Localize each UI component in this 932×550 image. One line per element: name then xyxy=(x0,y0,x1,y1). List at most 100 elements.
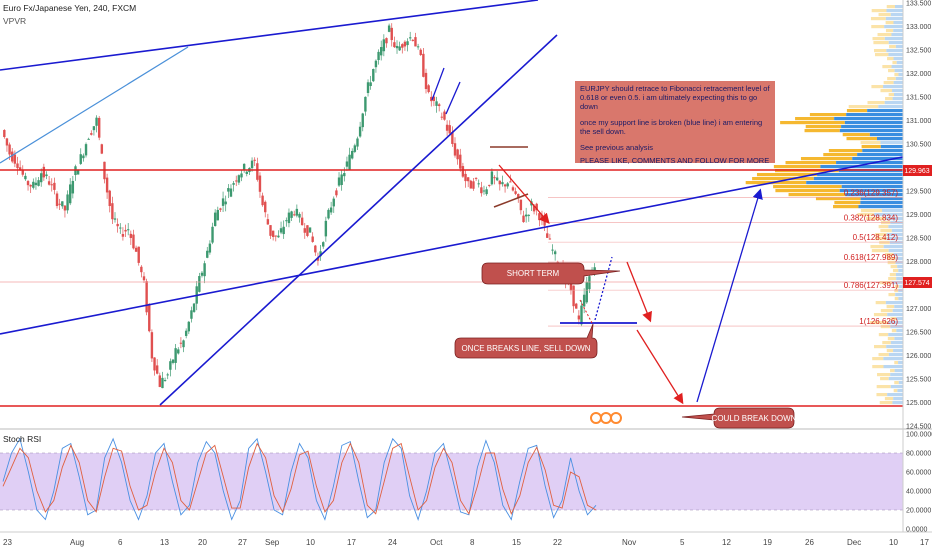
time-tick: Dec xyxy=(847,538,861,547)
volume-bar-sell xyxy=(842,133,870,137)
stoch-rsi-label: Stoch RSI xyxy=(3,434,42,444)
vpvr-label: VPVR xyxy=(3,16,27,26)
volume-bar-sell xyxy=(833,205,859,209)
rsi-tick: 0.0000 xyxy=(906,527,928,534)
volume-bar-sell xyxy=(884,397,894,401)
volume-bar-sell xyxy=(795,117,835,121)
candle-body xyxy=(435,101,438,106)
volume-bar-buy xyxy=(841,125,903,129)
volume-bar-buy xyxy=(892,309,903,313)
candle-body xyxy=(364,96,367,112)
candle-body xyxy=(532,205,536,212)
candle-body xyxy=(398,46,401,51)
volume-bar-buy xyxy=(895,257,903,261)
fib-label: 0.786(127.391) xyxy=(844,281,899,290)
volume-bar-sell xyxy=(877,33,892,37)
time-tick: 10 xyxy=(306,538,315,547)
candle-body xyxy=(340,174,343,185)
volume-bar-sell xyxy=(874,53,889,57)
candle-body xyxy=(517,194,520,199)
candle-body xyxy=(495,177,499,181)
price-tick: 133.000 xyxy=(906,24,931,31)
candle-body xyxy=(329,207,333,213)
volume-bar-buy xyxy=(887,321,903,325)
volume-bar-sell xyxy=(756,173,818,177)
candle-body xyxy=(511,187,515,191)
time-tick: 27 xyxy=(238,538,247,547)
candle-body xyxy=(105,177,109,193)
candle-body xyxy=(319,251,322,257)
candle-body xyxy=(29,184,32,187)
volume-bar-sell xyxy=(872,37,885,41)
volume-bar-buy xyxy=(890,341,903,345)
candle-body xyxy=(116,223,119,227)
candle-body xyxy=(503,184,507,187)
time-tick: 13 xyxy=(160,538,169,547)
candle-body xyxy=(97,117,101,138)
candle-body xyxy=(437,104,441,107)
could-break-bubble: COULD BREAK DOWN xyxy=(681,407,797,429)
volume-bar-buy xyxy=(841,185,903,189)
light-trend-line xyxy=(0,46,189,164)
candle-body xyxy=(585,282,588,303)
candle-body xyxy=(535,203,538,211)
candle-body xyxy=(242,163,246,171)
candle-body xyxy=(588,276,591,290)
volume-bar-buy xyxy=(839,129,903,133)
volume-bar-buy xyxy=(852,157,903,161)
candle-body xyxy=(219,208,222,210)
price-tick: 131.000 xyxy=(906,118,931,125)
candle-body xyxy=(124,229,127,232)
volume-bar-sell xyxy=(870,17,886,21)
volume-bar-sell xyxy=(872,365,884,369)
candle-body xyxy=(229,188,233,197)
badge-upper: 129.963 xyxy=(903,165,932,176)
events-badge xyxy=(590,412,622,424)
candle-body xyxy=(569,279,573,291)
dotted-projection xyxy=(594,256,613,321)
volume-bar-sell xyxy=(815,197,861,201)
candle-body xyxy=(24,175,27,180)
candle-body xyxy=(18,167,22,170)
candle-body xyxy=(406,41,409,46)
candle-body xyxy=(416,46,420,48)
candle-body xyxy=(472,181,475,189)
volume-bar-sell xyxy=(846,137,877,141)
candle-body xyxy=(216,209,219,221)
fib-label: 0.618(127.989) xyxy=(844,253,899,262)
volume-bar-sell xyxy=(873,41,889,45)
candle-body xyxy=(3,130,6,138)
channel-top-line xyxy=(0,0,539,71)
volume-bar-buy xyxy=(898,361,903,365)
candle-body xyxy=(100,144,104,154)
price-tick: 126.500 xyxy=(906,330,931,337)
time-tick: 5 xyxy=(680,538,685,547)
volume-bar-sell xyxy=(890,369,895,373)
candle-body xyxy=(21,170,24,175)
rsi-d-line xyxy=(2,442,597,515)
candle-body xyxy=(432,96,436,102)
volume-bar-sell xyxy=(887,57,894,61)
volume-bar-buy xyxy=(896,317,903,321)
candle-body xyxy=(477,183,480,185)
volume-bar-sell xyxy=(834,201,861,205)
candle-body xyxy=(256,163,259,180)
volume-bar-buy xyxy=(886,233,903,237)
candle-body xyxy=(161,377,164,389)
volume-bar-buy xyxy=(890,385,903,389)
volume-bar-sell xyxy=(867,101,885,105)
candle-body xyxy=(171,359,175,363)
rsi-k-line xyxy=(2,437,597,521)
volume-bar-sell xyxy=(886,305,895,309)
fib-label: 0.236(129.357) xyxy=(844,189,899,198)
volume-bar-buy xyxy=(898,73,903,77)
volume-bar-sell xyxy=(888,277,897,281)
candle-body xyxy=(134,247,138,252)
candle-body xyxy=(411,39,415,41)
volume-bar-sell xyxy=(870,321,888,325)
candle-body xyxy=(448,125,451,134)
candle-body xyxy=(575,303,578,309)
volume-bar-sell xyxy=(872,357,884,361)
candle-body xyxy=(343,173,346,177)
